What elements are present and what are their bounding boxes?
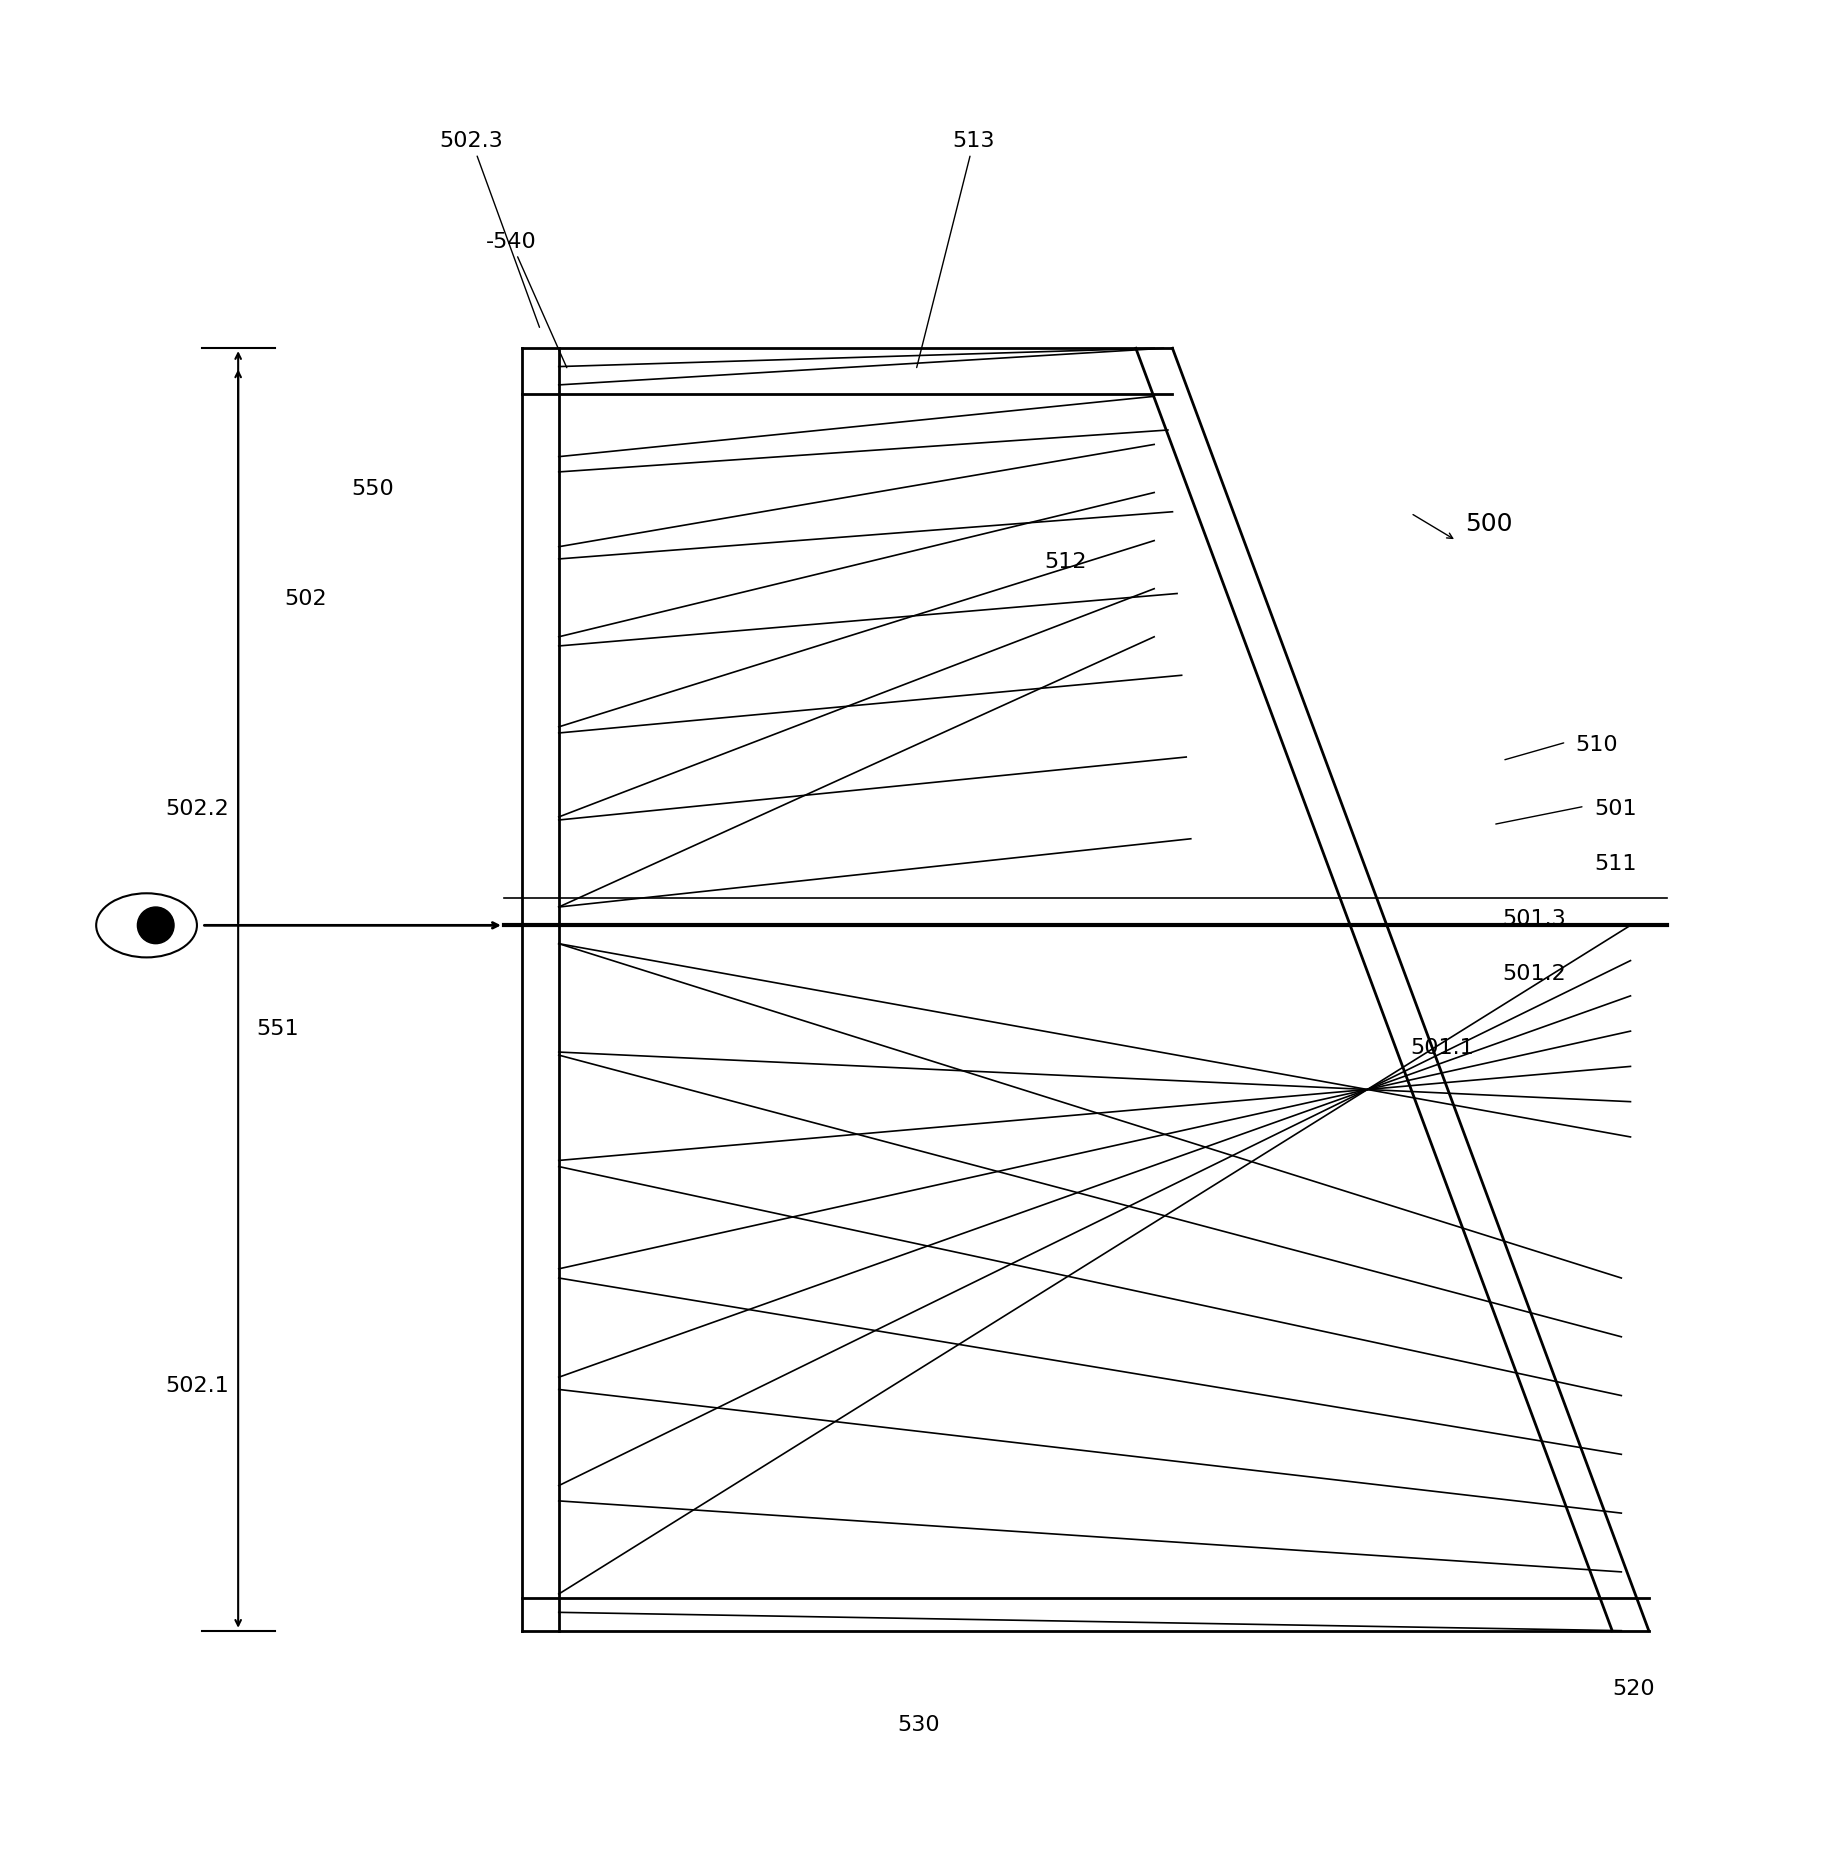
Text: 502.2: 502.2: [165, 800, 229, 819]
Text: 512: 512: [1044, 551, 1086, 572]
Text: 502: 502: [284, 589, 326, 609]
Text: 502.1: 502.1: [165, 1376, 229, 1396]
Text: 501: 501: [1594, 800, 1636, 819]
Text: 511: 511: [1594, 854, 1636, 875]
Text: 501.2: 501.2: [1502, 964, 1566, 985]
Text: 510: 510: [1576, 735, 1618, 755]
Text: 501.1: 501.1: [1411, 1037, 1475, 1058]
Text: 500: 500: [1466, 512, 1513, 536]
Text: 502.3: 502.3: [440, 131, 539, 327]
Text: 530: 530: [898, 1716, 940, 1736]
Circle shape: [137, 906, 174, 944]
Text: 513: 513: [916, 131, 995, 368]
Ellipse shape: [95, 893, 198, 957]
Text: -540: -540: [485, 232, 566, 368]
Text: 520: 520: [1612, 1678, 1654, 1699]
Text: 551: 551: [256, 1019, 299, 1039]
Text: 501.3: 501.3: [1502, 910, 1566, 929]
Text: 550: 550: [352, 478, 394, 499]
